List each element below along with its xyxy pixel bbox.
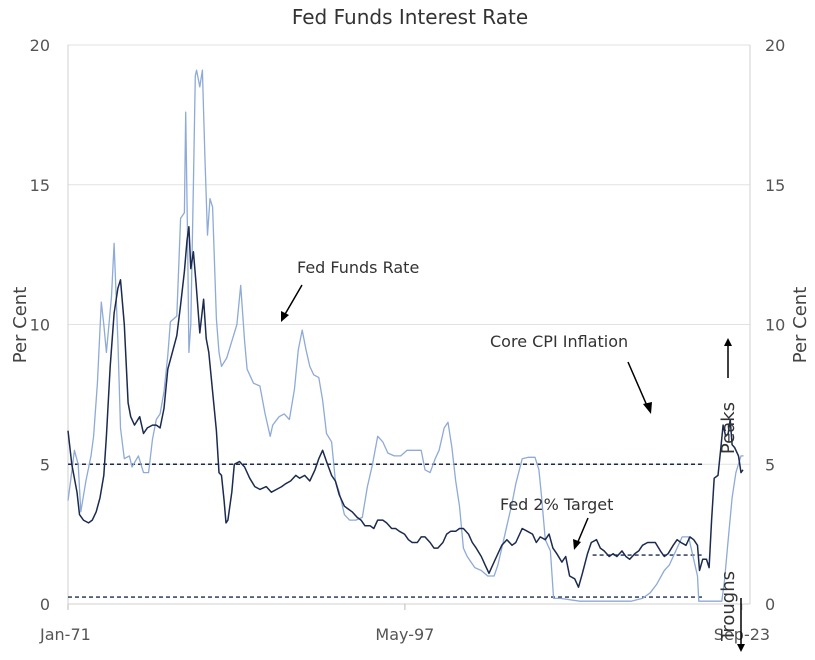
y-tick-labels-right: 0 5 10 15 20 — [765, 36, 785, 614]
y-axis-title-left: Per Cent — [10, 287, 31, 364]
arrow-core-cpi — [627, 361, 649, 409]
arrowhead-fed-funds-rate — [281, 311, 289, 322]
peaks-label: Peaks — [718, 402, 739, 454]
gridlines — [68, 44, 750, 465]
arrowhead-fed-target — [573, 539, 581, 550]
y-tick-right-10: 10 — [765, 316, 785, 335]
y-tick-right-15: 15 — [765, 176, 785, 195]
y-tick-left-0: 0 — [40, 595, 50, 614]
arrow-fed-funds-rate — [283, 284, 303, 317]
series-lines — [67, 69, 744, 602]
annotation-core-cpi: Core CPI Inflation — [490, 332, 628, 351]
y-tick-right-20: 20 — [765, 36, 785, 55]
x-tick-labels: Jan-71 May-97 Sep-23 — [39, 604, 770, 644]
annotation-fed-target: Fed 2% Target — [500, 495, 613, 514]
y-tick-left-10: 10 — [30, 316, 50, 335]
arrow-fed-target — [576, 517, 589, 545]
y-tick-labels-left: 0 5 10 15 20 — [30, 36, 50, 614]
peaks-arrowhead — [724, 338, 732, 346]
troughs-label: Troughs — [718, 571, 739, 642]
chart-title: Fed Funds Interest Rate — [292, 5, 528, 29]
y-axis-title-right: Per Cent — [790, 287, 811, 364]
y-tick-left-5: 5 — [40, 455, 50, 474]
y-tick-left-15: 15 — [30, 176, 50, 195]
arrowhead-core-cpi — [643, 402, 652, 414]
troughs-arrowhead — [737, 644, 745, 652]
series-line-1 — [67, 225, 744, 588]
y-tick-right-5: 5 — [765, 455, 775, 474]
x-tick-label-2: Sep-23 — [714, 625, 770, 644]
annotation-fed-funds-rate: Fed Funds Rate — [297, 258, 419, 277]
series-line-0 — [67, 69, 744, 602]
reference-lines — [68, 463, 704, 598]
x-tick-label-1: May-97 — [375, 625, 434, 644]
x-tick-label-0: Jan-71 — [39, 625, 91, 644]
y-tick-right-0: 0 — [765, 595, 775, 614]
axes — [67, 45, 751, 605]
y-tick-left-20: 20 — [30, 36, 50, 55]
